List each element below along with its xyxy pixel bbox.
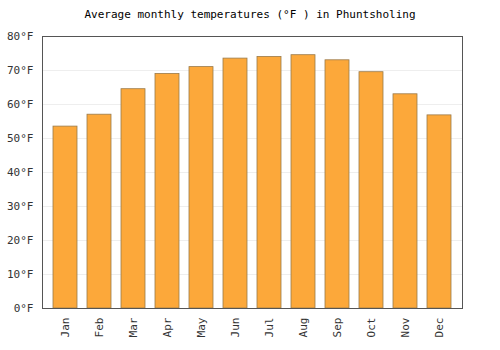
svg-text:Jun: Jun [229,318,242,338]
html-text:Average monthly temperatures (: Average monthly temperatures (°F ) in Ph… [84,8,416,21]
svg-text:60°F: 60°F [7,98,34,111]
svg-text:Dec: Dec [433,318,446,338]
svg-text:Oct: Oct [365,318,378,338]
svg-text:Feb: Feb [93,318,106,338]
svg-text:50°F: 50°F [7,132,34,145]
svg-text:70°F: 70°F [7,64,34,77]
svg-text:Aug: Aug [297,318,310,338]
svg-text:Jul: Jul [263,318,276,338]
svg-text:Mar: Mar [127,317,140,337]
svg-text:10°F: 10°F [7,268,34,281]
svg-text:30°F: 30°F [7,200,34,213]
svg-text:Sep: Sep [331,318,344,338]
svg-text:Jan: Jan [59,318,72,338]
svg-text:40°F: 40°F [7,166,34,179]
svg-text:80°F: 80°F [7,30,34,43]
svg-text:May: May [195,317,208,337]
svg-text:20°F: 20°F [7,234,34,247]
svg-text:0°F: 0°F [14,302,34,315]
svg-text:Apr: Apr [161,317,174,337]
svg-text:Nov: Nov [399,317,412,337]
